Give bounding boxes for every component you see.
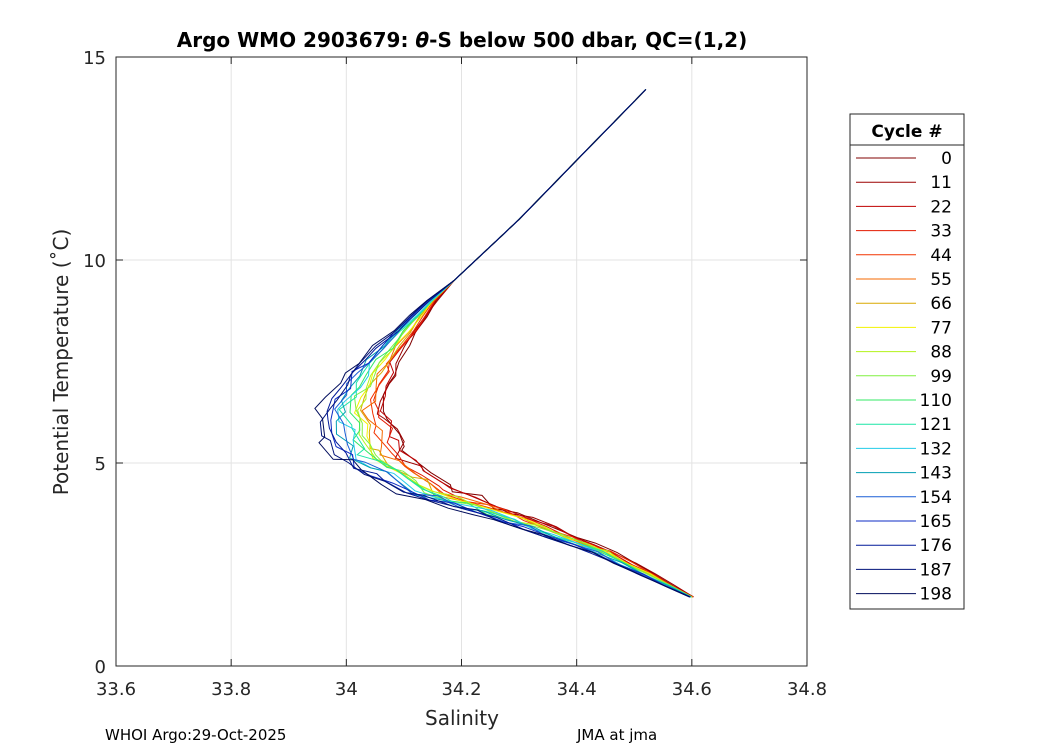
series-line-cycle-198 [314, 89, 690, 598]
legend: Cycle # 0 11 22 33 44 55 66 77 88 99 110 121 132 143 1… [849, 113, 965, 610]
y-tick-label: 5 [95, 454, 106, 475]
legend-label: 143 [920, 464, 952, 484]
chart-title: Argo WMO 2903679: θ-S below 500 dbar, QC… [177, 28, 747, 52]
y-axis-ticks: 0 5 10 15 [83, 48, 807, 678]
x-axis-label: Salinity [425, 706, 499, 730]
legend-label: 33 [930, 222, 952, 242]
x-tick-label: 34.2 [441, 679, 481, 700]
legend-label: 88 [930, 343, 952, 363]
x-tick-label: 33.6 [96, 679, 136, 700]
legend-label: 154 [920, 488, 952, 508]
legend-label: 198 [920, 585, 952, 605]
footer-right: JMA at jma [576, 726, 657, 744]
legend-label: 0 [941, 149, 952, 169]
footer-left: WHOI Argo:29-Oct-2025 [105, 726, 286, 744]
legend-label: 176 [920, 536, 952, 556]
y-tick-label: 15 [83, 48, 106, 69]
legend-label: 22 [930, 197, 952, 217]
x-tick-label: 34.8 [787, 679, 827, 700]
grid-lines [116, 57, 807, 666]
x-axis-ticks: 33.6 33.8 34 34.2 34.4 34.6 34.8 [96, 57, 827, 700]
x-tick-label: 34 [335, 679, 358, 700]
legend-label: 132 [920, 439, 952, 459]
legend-label: 99 [930, 367, 952, 387]
x-tick-label: 34.4 [557, 679, 597, 700]
legend-label: 11 [930, 173, 952, 193]
legend-label: 187 [920, 560, 952, 580]
legend-label: 77 [930, 318, 952, 338]
legend-label: 44 [930, 246, 952, 266]
legend-label: 121 [920, 415, 952, 435]
x-tick-label: 34.6 [672, 679, 712, 700]
legend-box [849, 113, 965, 610]
legend-label: 165 [920, 512, 952, 532]
legend-label: 55 [930, 270, 952, 290]
y-axis-label: Potential Temperature (˚C) [49, 229, 73, 496]
legend-entries: 0 11 22 33 44 55 66 77 88 99 110 121 132 143 154 165 176… [856, 149, 952, 605]
legend-title: Cycle # [871, 122, 942, 142]
legend-label: 66 [930, 294, 952, 314]
x-tick-label: 33.8 [211, 679, 251, 700]
y-tick-label: 0 [95, 657, 106, 678]
data-series [314, 89, 694, 598]
y-tick-label: 10 [83, 251, 106, 272]
legend-label: 110 [920, 391, 952, 411]
